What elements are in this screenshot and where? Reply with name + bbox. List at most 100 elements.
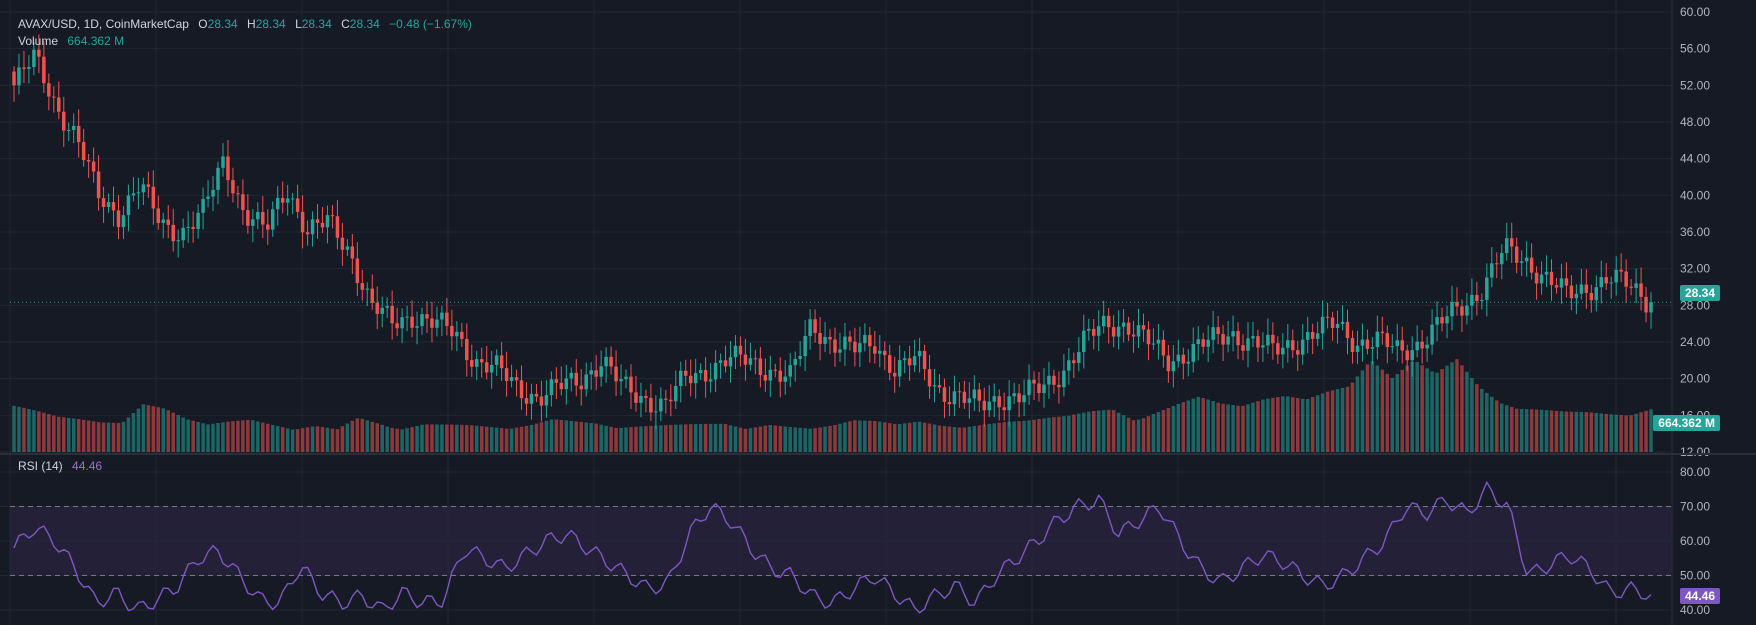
candle-body	[1619, 269, 1623, 272]
volume-bar	[1261, 399, 1265, 452]
volume-bar	[196, 422, 200, 452]
volume-bar	[226, 421, 230, 452]
candle-body	[833, 339, 837, 353]
volume-bar	[1087, 411, 1091, 452]
candle-body	[37, 49, 41, 57]
candle-body	[1156, 339, 1161, 344]
volume-bar	[475, 425, 479, 452]
volume-bar	[1624, 415, 1628, 452]
candle-body	[1261, 345, 1265, 348]
volume-bar	[1206, 399, 1210, 452]
candle-body	[883, 350, 887, 356]
candle-body	[360, 283, 365, 290]
candle-body	[176, 240, 180, 242]
volume-bar	[813, 428, 817, 452]
candle-body	[848, 336, 852, 342]
candle-body	[1534, 272, 1539, 284]
volume-bar	[455, 424, 459, 452]
candle-body	[1007, 396, 1011, 411]
candle-body	[479, 359, 484, 363]
low-label: L	[295, 17, 302, 31]
candle-body	[1385, 333, 1390, 348]
volume-bar	[544, 420, 549, 452]
rsi-label: RSI (14)	[18, 459, 63, 473]
volume-bar	[897, 424, 902, 452]
volume-bar	[1037, 419, 1041, 452]
candle-body	[1554, 285, 1559, 288]
volume-bar	[380, 424, 384, 452]
volume-bar	[405, 428, 409, 452]
volume-bar	[12, 405, 16, 452]
volume-bar	[375, 423, 379, 452]
candle-body	[514, 377, 519, 381]
candle-body	[813, 319, 817, 333]
candle-body	[878, 350, 882, 354]
candle-body	[71, 125, 76, 130]
volume-bar	[1226, 404, 1230, 452]
volume-bar	[559, 419, 564, 452]
candle-body	[982, 400, 987, 411]
volume-bar	[1291, 397, 1295, 452]
candle-body	[574, 372, 579, 386]
volume-bar	[962, 427, 967, 452]
price-tick-label: 28.00	[1680, 298, 1710, 312]
volume-bar	[574, 421, 579, 452]
volume-value: 664.362 M	[67, 34, 125, 48]
volume-bar	[1534, 409, 1539, 452]
volume-bar	[1350, 382, 1355, 452]
volume-bar	[270, 424, 275, 452]
volume-bar	[106, 422, 111, 452]
candle-body	[1077, 352, 1081, 364]
candle-body	[927, 369, 932, 387]
volume-bar	[868, 420, 872, 452]
candle-body	[957, 391, 962, 393]
open-value: 28.34	[207, 17, 238, 31]
volume-bar	[1231, 405, 1235, 452]
candle-body	[1634, 283, 1638, 288]
candle-body	[584, 374, 588, 390]
volume-bar	[679, 424, 683, 452]
candle-body	[1166, 355, 1171, 372]
volume-bar	[335, 429, 340, 452]
volume-bar	[957, 427, 962, 452]
candle-body	[1435, 317, 1439, 325]
volume-bar	[470, 425, 474, 452]
candle-body	[564, 378, 569, 390]
candle-body	[962, 391, 967, 403]
candle-body	[285, 198, 290, 203]
candle-body	[1445, 316, 1449, 324]
volume-bar	[1629, 415, 1633, 452]
candle-body	[246, 210, 250, 226]
volume-bar	[1315, 395, 1320, 452]
volume-bar	[22, 407, 26, 452]
volume-bar	[1385, 373, 1390, 452]
candle-body	[221, 156, 225, 168]
rsi-tag: 44.46	[1679, 588, 1720, 604]
volume-bar	[1619, 415, 1623, 452]
candle-body	[892, 372, 897, 377]
candle-body	[529, 393, 534, 404]
candle-body	[1475, 294, 1479, 301]
candle-body	[1589, 292, 1594, 301]
candle-body	[788, 365, 792, 377]
volume-bar	[57, 416, 61, 452]
volume-bar	[773, 425, 778, 452]
candle-body	[659, 398, 663, 412]
volume-bar	[793, 427, 797, 452]
volume-bar	[280, 427, 285, 452]
volume-bar	[1405, 365, 1409, 452]
volume-bar	[171, 412, 175, 452]
candle-body	[1281, 347, 1285, 355]
candle-body	[405, 316, 409, 318]
candle-body	[858, 343, 862, 353]
candle-body	[385, 306, 389, 308]
candle-body	[1504, 238, 1509, 254]
volume-bar	[753, 427, 758, 452]
volume-bar	[723, 424, 728, 452]
candle-body	[1599, 277, 1604, 288]
volume-bar	[654, 425, 658, 452]
candle-body	[1032, 379, 1036, 384]
volume-bar	[798, 427, 802, 452]
candle-body	[96, 171, 101, 199]
